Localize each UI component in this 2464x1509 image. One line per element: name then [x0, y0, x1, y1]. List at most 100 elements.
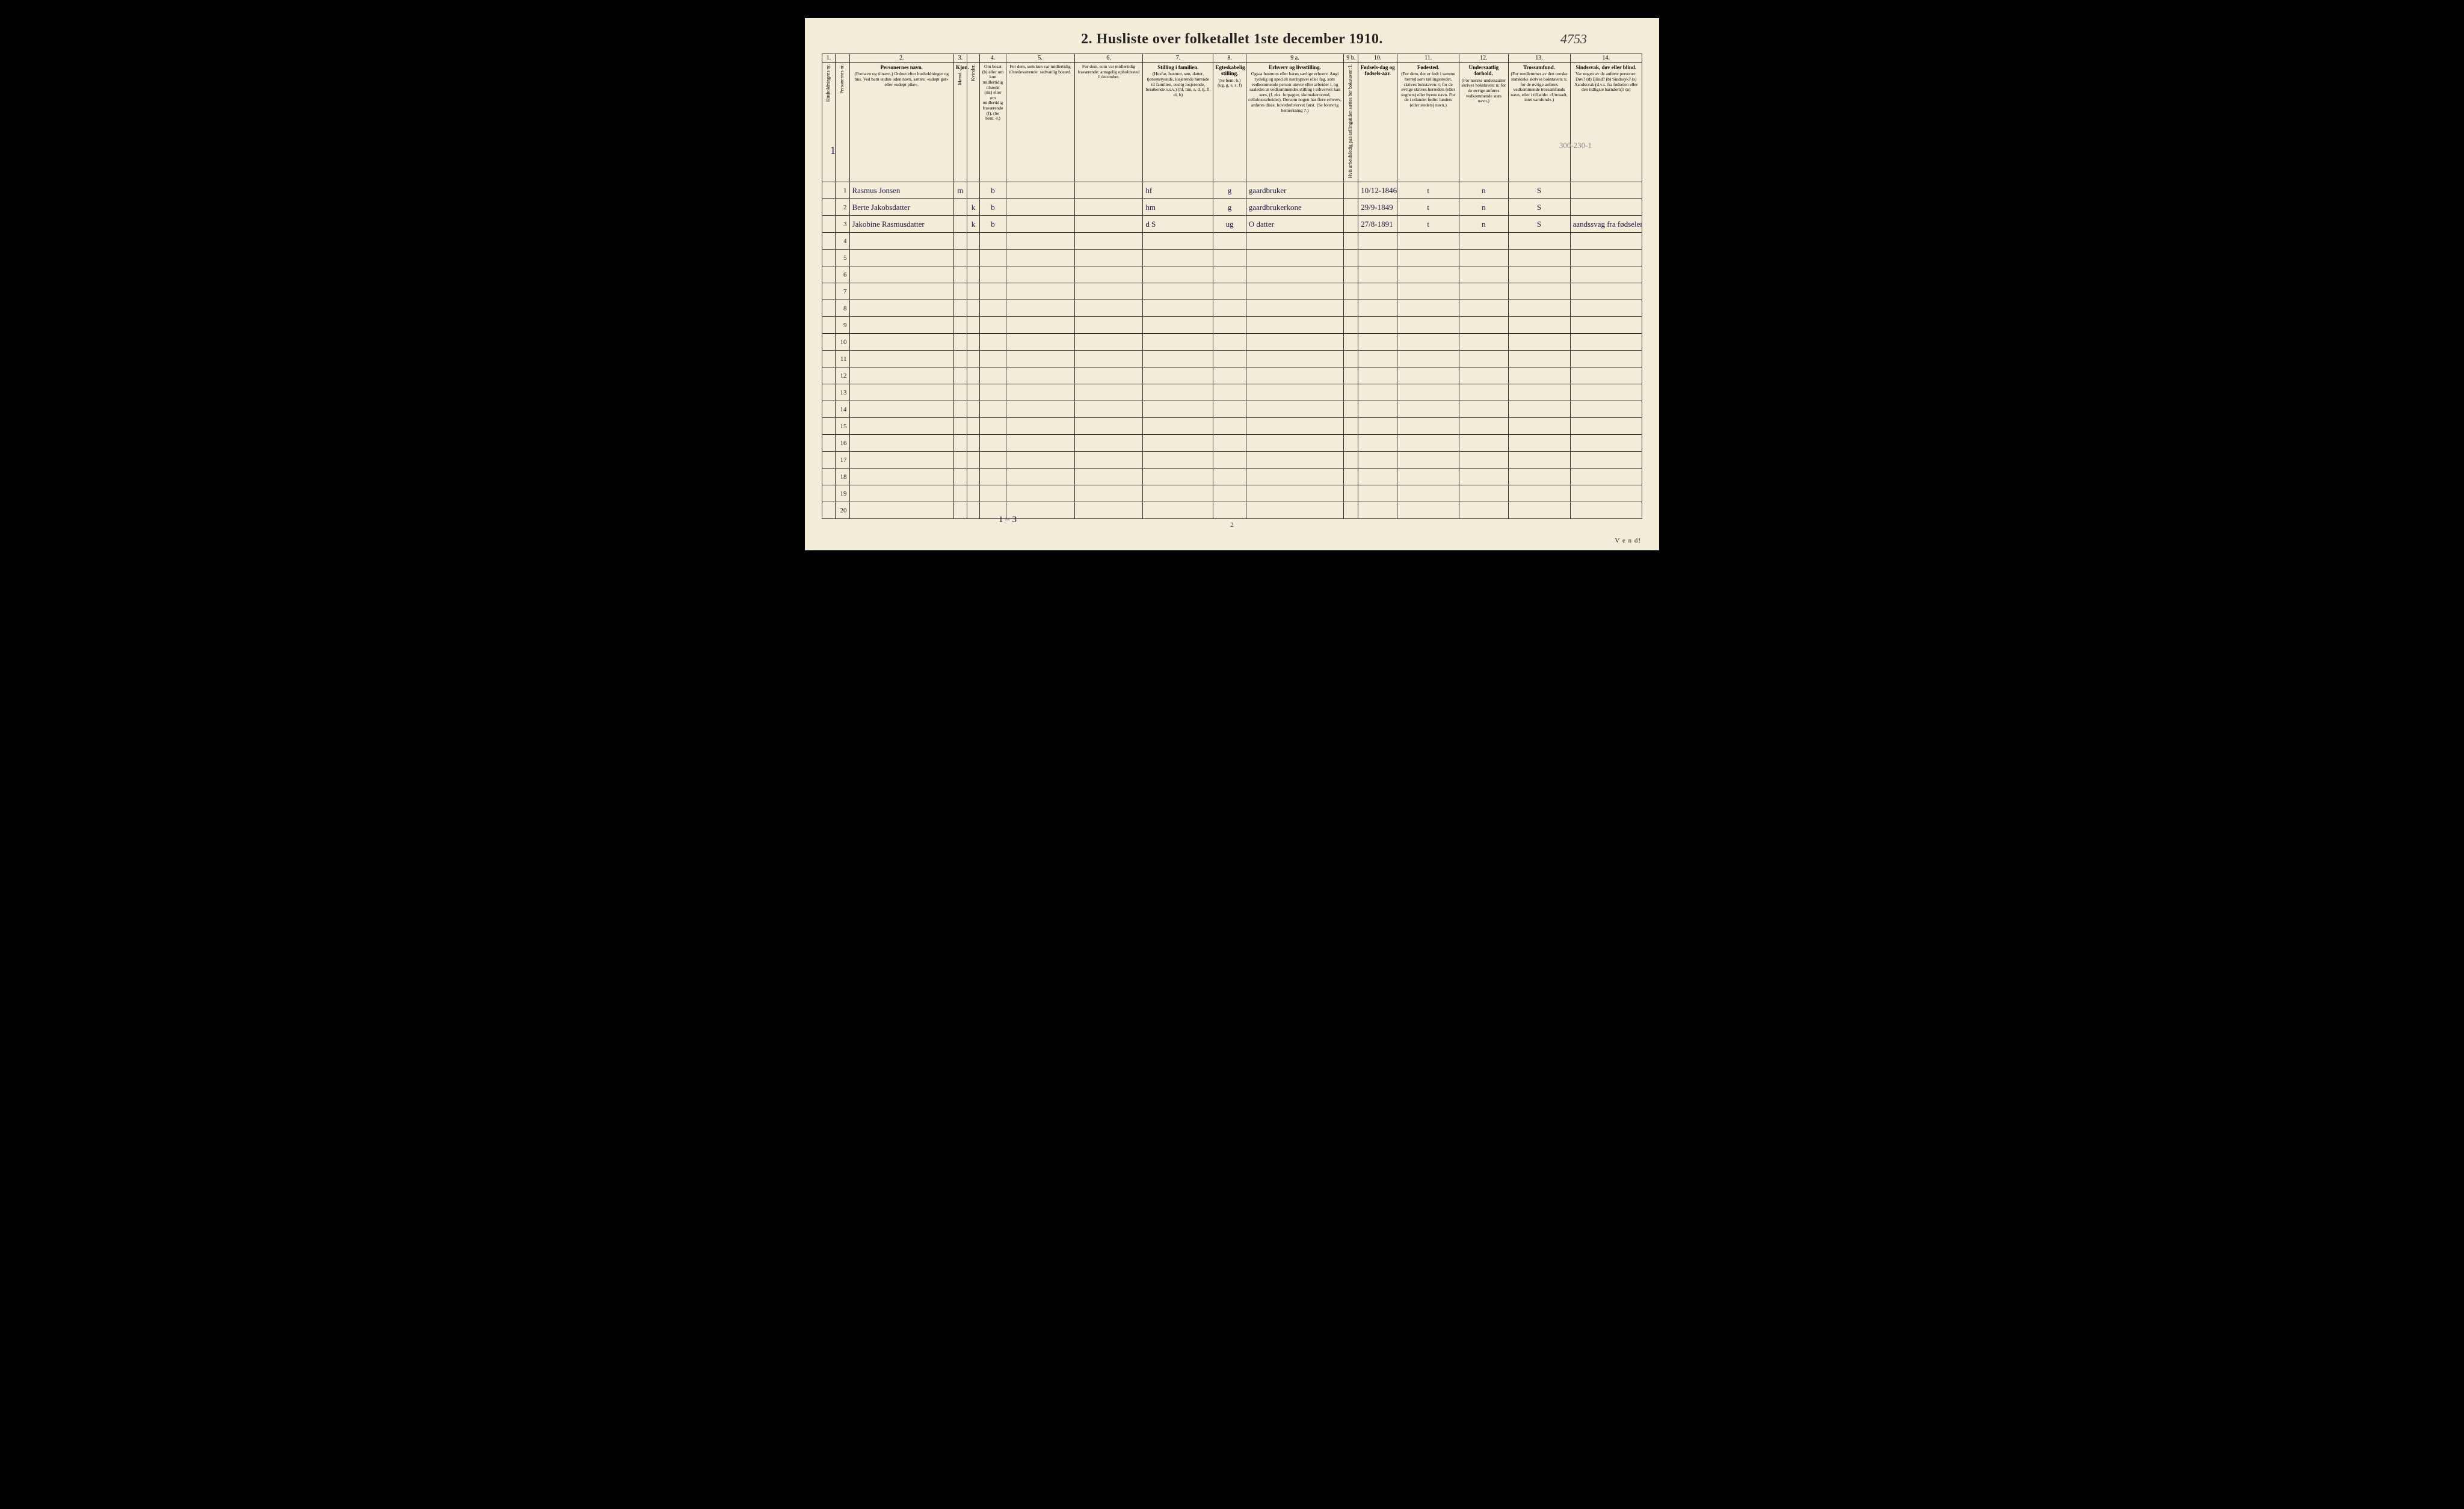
cell	[967, 367, 980, 384]
hdr-disability: Sindssvak, døv eller blind. Var nogen av…	[1570, 63, 1642, 182]
cell	[1006, 199, 1074, 216]
cell: k	[967, 199, 980, 216]
cell	[849, 485, 953, 502]
cell	[1246, 401, 1344, 418]
cell	[1570, 283, 1642, 300]
cell	[1143, 435, 1213, 452]
cell	[822, 283, 836, 300]
table-row: 5	[822, 250, 1642, 266]
cell	[1246, 233, 1344, 250]
cell	[954, 250, 967, 266]
cell	[1246, 367, 1344, 384]
table-row: 20	[822, 502, 1642, 519]
cell: 18	[835, 469, 849, 485]
cell: 15	[835, 418, 849, 435]
cell	[849, 351, 953, 367]
cell	[822, 233, 836, 250]
cell	[1459, 367, 1508, 384]
cell	[1459, 266, 1508, 283]
cell	[1344, 401, 1358, 418]
cell	[967, 384, 980, 401]
cell	[1508, 367, 1570, 384]
cell	[1143, 502, 1213, 519]
cell	[1143, 250, 1213, 266]
cell: 2	[835, 199, 849, 216]
cell	[967, 418, 980, 435]
cell: 29/9-1849	[1358, 199, 1397, 216]
cell	[954, 283, 967, 300]
cell	[1570, 469, 1642, 485]
cell	[1358, 351, 1397, 367]
cell	[849, 266, 953, 283]
hdr-residence: Om bosat (b) eller om kun midlertidig ti…	[980, 63, 1006, 182]
cell	[1143, 401, 1213, 418]
cell	[1213, 384, 1246, 401]
table-row: 15	[822, 418, 1642, 435]
hdr-person-no: Personernes nr.	[835, 63, 849, 182]
cell	[1570, 435, 1642, 452]
cell	[1143, 351, 1213, 367]
cell	[1074, 216, 1143, 233]
cell	[1246, 317, 1344, 334]
cell	[967, 334, 980, 351]
cell	[1074, 384, 1143, 401]
cell	[849, 401, 953, 418]
cell	[1397, 452, 1459, 469]
cell	[1143, 418, 1213, 435]
page-number: 2	[822, 521, 1642, 529]
cell	[1570, 367, 1642, 384]
cell	[849, 384, 953, 401]
cell: 3	[835, 216, 849, 233]
cell	[967, 300, 980, 317]
cell	[849, 502, 953, 519]
cell: ug	[1213, 216, 1246, 233]
cell: 1	[835, 182, 849, 199]
cell	[1246, 300, 1344, 317]
cell: 14	[835, 401, 849, 418]
coln: 8.	[1213, 54, 1246, 63]
cell	[1344, 300, 1358, 317]
cell	[1006, 216, 1074, 233]
cell	[1570, 266, 1642, 283]
column-headers-row: Husholdningens nr. Personernes nr. Perso…	[822, 63, 1642, 182]
cell	[1246, 485, 1344, 502]
cell	[1074, 300, 1143, 317]
cell	[954, 351, 967, 367]
cell: 20	[835, 502, 849, 519]
cell	[1358, 317, 1397, 334]
cell: t	[1397, 182, 1459, 199]
cell	[954, 435, 967, 452]
cell: 5	[835, 250, 849, 266]
coln: 2.	[849, 54, 953, 63]
cell: Rasmus Jonsen	[849, 182, 953, 199]
cell: Jakobine Rasmusdatter	[849, 216, 953, 233]
cell	[1344, 250, 1358, 266]
cell	[1074, 182, 1143, 199]
cell	[822, 384, 836, 401]
cell	[1344, 435, 1358, 452]
cell	[1143, 266, 1213, 283]
cell	[1074, 502, 1143, 519]
cell	[967, 351, 980, 367]
cell	[1143, 452, 1213, 469]
cell: hf	[1143, 182, 1213, 199]
cell	[1344, 351, 1358, 367]
cell	[954, 452, 967, 469]
table-row: 7	[822, 283, 1642, 300]
cell	[1246, 435, 1344, 452]
hdr-name: Personernes navn. (Fornavn og tilnavn.) …	[849, 63, 953, 182]
cell	[1006, 485, 1074, 502]
cell	[1074, 418, 1143, 435]
coln: 6.	[1074, 54, 1143, 63]
cell	[980, 452, 1006, 469]
cell	[849, 418, 953, 435]
cell: m	[954, 182, 967, 199]
cell	[1397, 384, 1459, 401]
cell	[849, 435, 953, 452]
cell	[849, 334, 953, 351]
cell: 16	[835, 435, 849, 452]
hdr-temp-absent: For dem, som var midlertidig fraværende:…	[1074, 63, 1143, 182]
cell	[1213, 401, 1246, 418]
cell	[1006, 250, 1074, 266]
cell	[1006, 401, 1074, 418]
